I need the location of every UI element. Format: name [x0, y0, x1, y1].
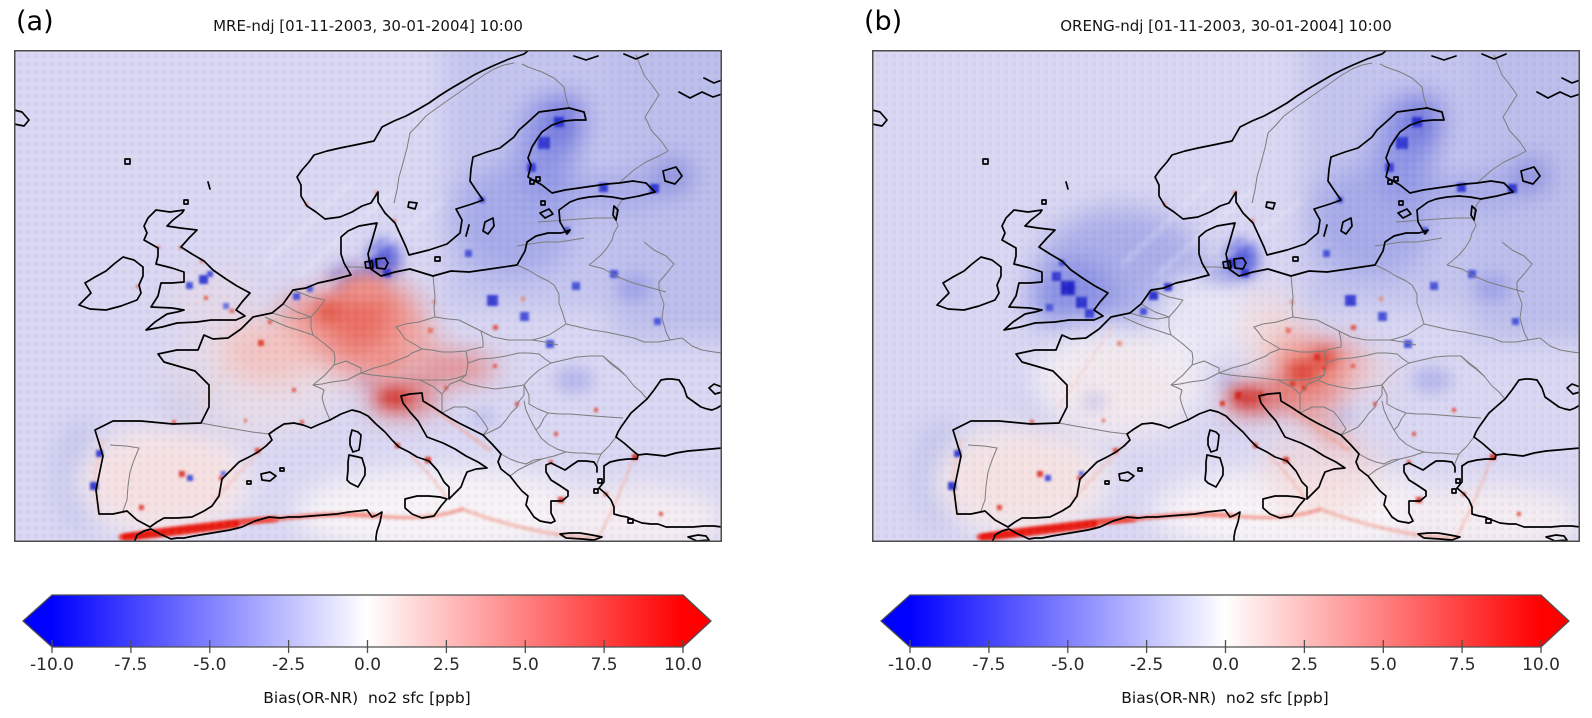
colorbar-tick-label: 2.5 — [1290, 655, 1318, 675]
colorbar-b-bar — [880, 594, 1570, 654]
colorbar-tick-label: -5.0 — [1051, 655, 1085, 675]
colorbar-tick-label: 0.0 — [1211, 655, 1240, 675]
colorbar-tick-label: -2.5 — [272, 655, 306, 675]
colorbar-b: -10.0 -7.5 -5.0 -2.5 0.0 2.5 5.0 7.5 10.… — [880, 594, 1570, 707]
map-a — [14, 50, 722, 542]
panel-a-label: (a) — [16, 6, 54, 37]
colorbar-tick-label: 7.5 — [1448, 655, 1476, 675]
map-b — [872, 50, 1580, 542]
pixel-texture — [872, 50, 1580, 542]
map-b-frame — [872, 50, 1580, 542]
colorbar-a-ticks: -10.0 -7.5 -5.0 -2.5 0.0 2.5 5.0 7.5 10.… — [22, 655, 712, 679]
colorbar-tick-label: 2.5 — [432, 655, 460, 675]
colorbar-tick-label: 5.0 — [511, 655, 539, 675]
colorbar-a: -10.0 -7.5 -5.0 -2.5 0.0 2.5 5.0 7.5 10.… — [22, 594, 712, 707]
panel-b-title: ORENG-ndj [01-11-2003, 30-01-2004] 10:00 — [1060, 17, 1392, 35]
map-b-canvas — [872, 50, 1580, 542]
panel-a-title: MRE-ndj [01-11-2003, 30-01-2004] 10:00 — [213, 17, 523, 35]
colorbar-tick-label: -7.5 — [972, 655, 1006, 675]
colorbar-tick-label: 5.0 — [1369, 655, 1397, 675]
colorbar-b-ticks: -10.0 -7.5 -5.0 -2.5 0.0 2.5 5.0 7.5 10.… — [880, 655, 1570, 679]
map-a-canvas — [14, 50, 722, 542]
colorbar-tick-label: 0.0 — [353, 655, 382, 675]
colorbar-a-bar — [22, 594, 712, 654]
colorbar-tick-label: -10.0 — [30, 655, 74, 675]
panel-b-label: (b) — [864, 6, 903, 37]
colorbar-tick-label: 10.0 — [664, 655, 702, 675]
map-a-frame — [14, 50, 722, 542]
colorbar-tick-label: 10.0 — [1522, 655, 1560, 675]
pixel-texture — [14, 50, 722, 542]
colorbar-a-caption: Bias(OR-NR) no2 sfc [ppb] — [263, 689, 471, 707]
colorbar-tick-label: -2.5 — [1130, 655, 1164, 675]
colorbar-tick-label: -10.0 — [888, 655, 932, 675]
colorbar-tick-label: -7.5 — [114, 655, 148, 675]
colorbar-tick-label: -5.0 — [193, 655, 227, 675]
colorbar-b-caption: Bias(OR-NR) no2 sfc [ppb] — [1121, 689, 1329, 707]
colorbar-tick-label: 7.5 — [590, 655, 618, 675]
